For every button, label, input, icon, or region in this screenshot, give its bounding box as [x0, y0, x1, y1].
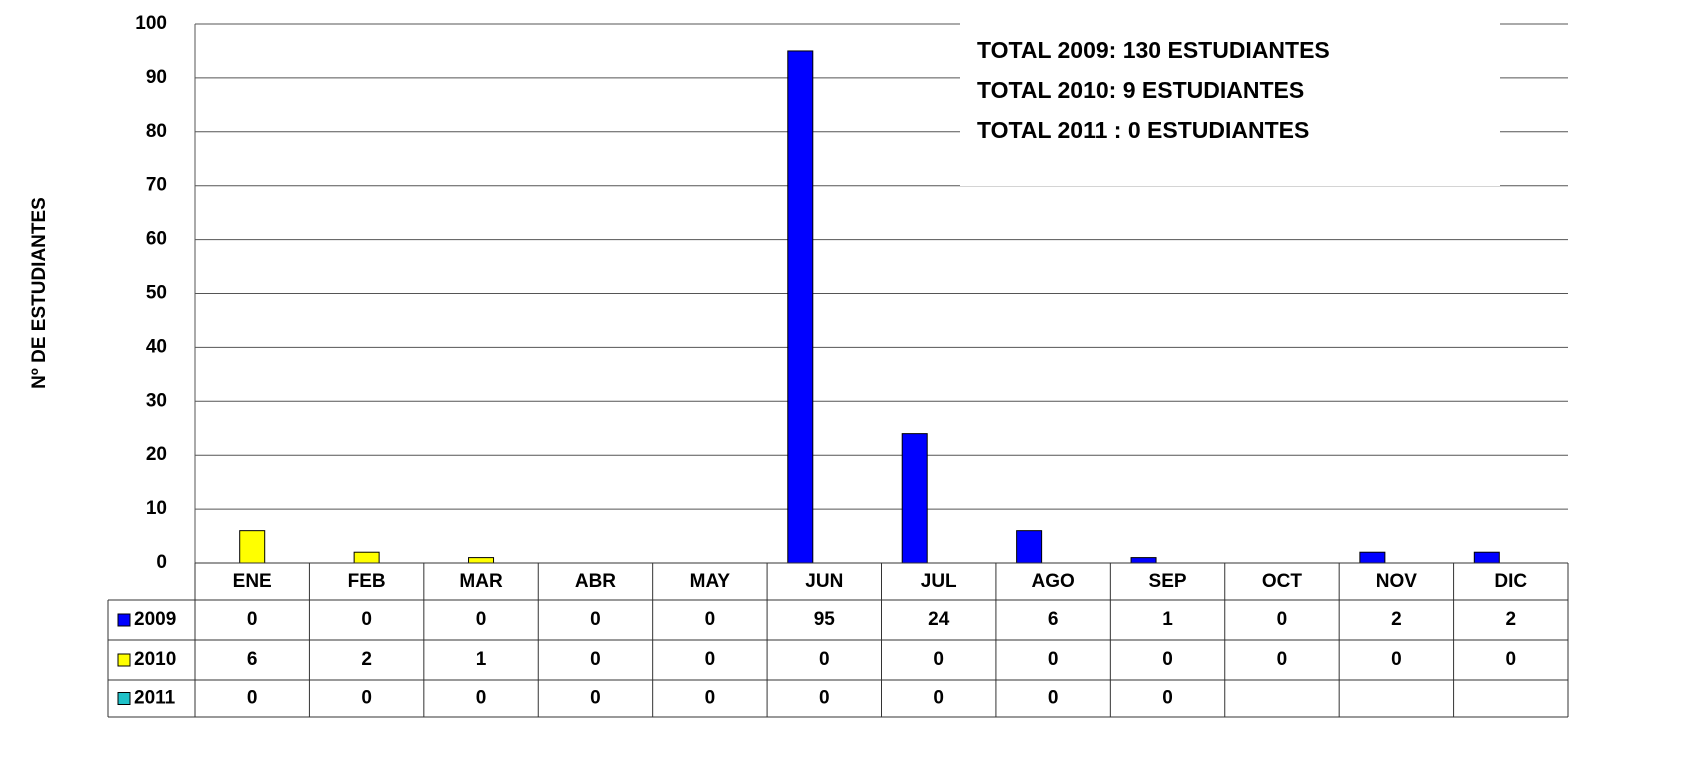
table-value: 0 [1391, 649, 1402, 670]
legend-swatch [117, 692, 131, 705]
bar [787, 50, 814, 564]
table-value: 0 [819, 649, 830, 670]
bar [353, 551, 380, 564]
bar [901, 433, 928, 564]
x-tick-label: AGO [1031, 571, 1074, 592]
table-value: 2 [1506, 609, 1517, 630]
legend-swatch [117, 613, 131, 627]
y-tick-label: 50 [146, 283, 167, 304]
table-value: 0 [1048, 649, 1059, 670]
bar [1130, 557, 1157, 564]
annotation: TOTAL 2011 : 0 ESTUDIANTES [977, 117, 1309, 143]
table-value: 0 [476, 688, 487, 709]
table-value: 0 [590, 609, 601, 630]
table-value: 0 [705, 688, 716, 709]
table-value: 6 [1048, 609, 1059, 630]
y-tick-label: 80 [146, 121, 167, 142]
y-axis-label: Nº DE ESTUDIANTES [29, 197, 50, 389]
y-tick-label: 10 [146, 498, 167, 519]
bar [1473, 551, 1500, 564]
x-tick-label: JUL [921, 571, 957, 592]
table-value: 0 [933, 688, 944, 709]
table-value: 1 [1162, 609, 1173, 630]
bar [468, 557, 495, 564]
annotation: TOTAL 2010: 9 ESTUDIANTES [977, 77, 1304, 103]
x-tick-label: ABR [575, 571, 616, 592]
table-value: 2 [1391, 609, 1402, 630]
annotation-box [960, 20, 1500, 186]
table-value: 1 [476, 649, 487, 670]
table-value: 0 [476, 609, 487, 630]
legend-swatch [117, 653, 131, 667]
x-tick-label: JUN [805, 571, 843, 592]
y-tick-label: 60 [146, 229, 167, 250]
table-value: 0 [819, 688, 830, 709]
legend-label: 2011 [134, 688, 176, 709]
table-value: 2 [361, 649, 372, 670]
x-tick-label: NOV [1376, 571, 1418, 592]
y-tick-label: 30 [146, 390, 167, 411]
table-value: 0 [361, 688, 372, 709]
table-value: 0 [1277, 609, 1288, 630]
table-value: 24 [928, 609, 950, 630]
y-tick-label: 0 [156, 552, 167, 573]
x-tick-label: FEB [348, 571, 386, 592]
table-value: 0 [1162, 649, 1173, 670]
table-value: 0 [1277, 649, 1288, 670]
x-tick-label: OCT [1262, 571, 1303, 592]
y-tick-label: 70 [146, 175, 167, 196]
y-tick-label: 90 [146, 67, 167, 88]
legend-label: 2009 [134, 609, 176, 630]
bar [1016, 530, 1043, 564]
table-value: 0 [590, 649, 601, 670]
table-value: 95 [814, 609, 836, 630]
table-value: 0 [705, 609, 716, 630]
table-value: 0 [590, 688, 601, 709]
table-value: 0 [1506, 649, 1517, 670]
table-value: 0 [247, 609, 258, 630]
table-value: 6 [247, 649, 258, 670]
x-tick-label: ENE [233, 571, 272, 592]
table-value: 0 [1048, 688, 1059, 709]
table-value: 0 [247, 688, 258, 709]
y-tick-label: 40 [146, 336, 167, 357]
table-value: 0 [361, 609, 372, 630]
x-tick-label: MAR [459, 571, 503, 592]
bar [239, 530, 266, 564]
x-tick-label: SEP [1149, 571, 1187, 592]
x-tick-label: MAY [690, 571, 731, 592]
x-tick-label: DIC [1494, 571, 1527, 592]
bar [1359, 551, 1386, 564]
table-value: 0 [933, 649, 944, 670]
table-value: 0 [705, 649, 716, 670]
legend-label: 2010 [134, 649, 176, 670]
y-tick-label: 100 [135, 13, 167, 34]
y-tick-label: 20 [146, 444, 167, 465]
table-value: 0 [1162, 688, 1173, 709]
annotation: TOTAL 2009: 130 ESTUDIANTES [977, 37, 1330, 63]
